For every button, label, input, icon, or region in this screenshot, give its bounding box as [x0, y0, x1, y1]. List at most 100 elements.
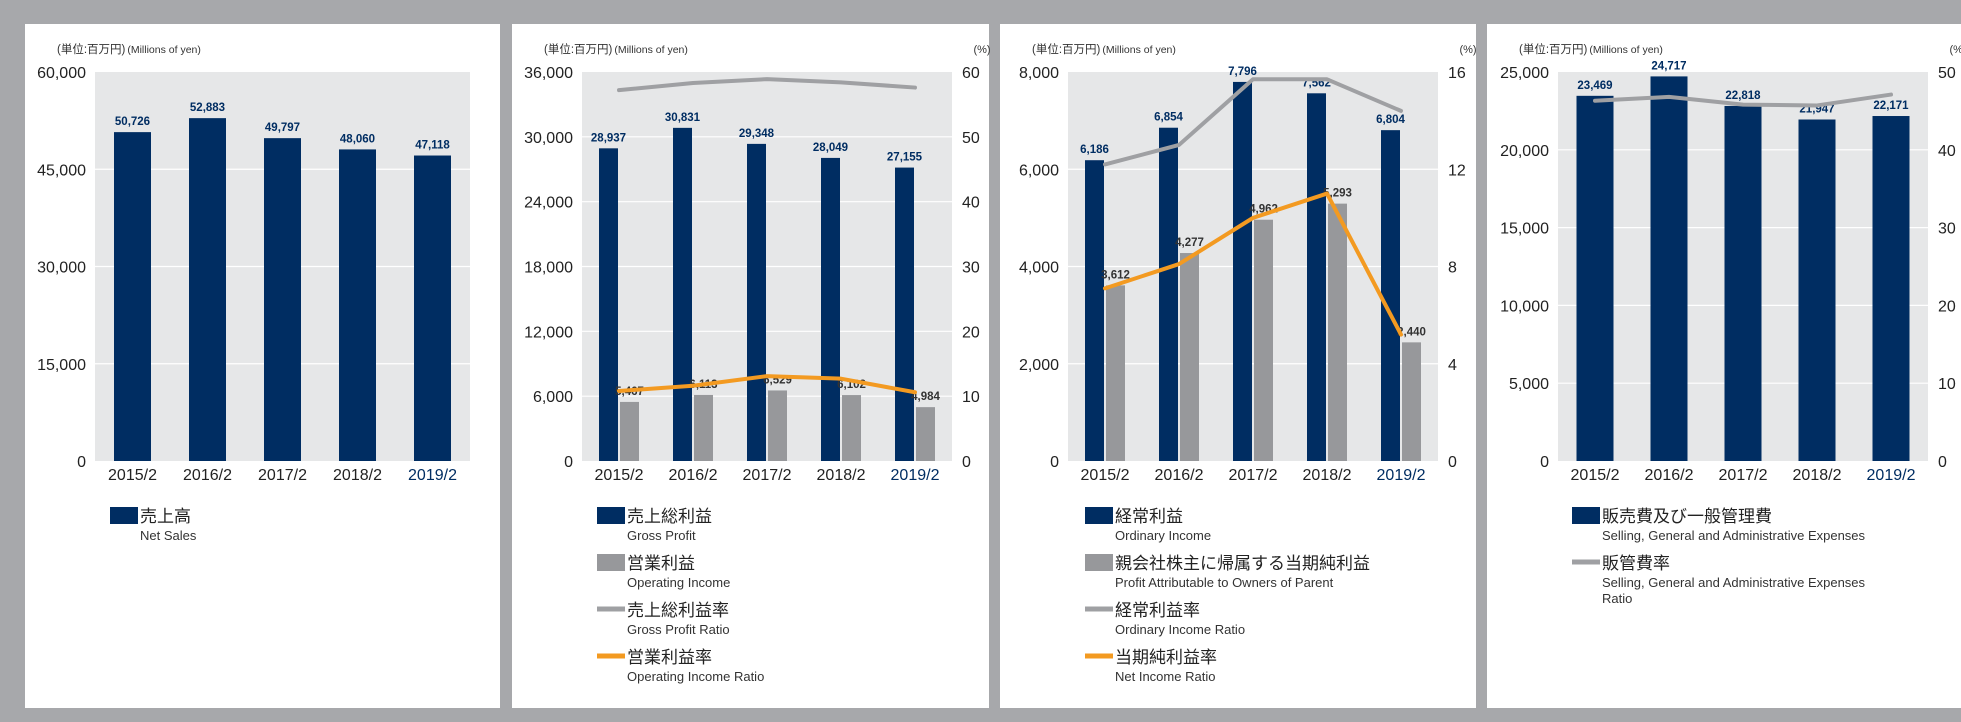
- y-tick-label: 12,000: [524, 324, 573, 341]
- legend-label: 販管費率: [1602, 554, 1670, 573]
- x-tick-label: 2016/2: [183, 467, 232, 484]
- data-label: 22,171: [1873, 100, 1909, 112]
- chart-panel-2: (単位:百万円) (Millions of yen) (%) 0 6,000 12,000…: [512, 24, 991, 708]
- bar: [842, 395, 861, 461]
- y2-tick-label: 20: [1938, 298, 1956, 315]
- x-tick-label: 2015/2: [108, 467, 157, 484]
- legend-label-en: Ratio: [1602, 591, 1632, 606]
- legend-label: 営業利益: [627, 554, 695, 573]
- legend-label: 経常利益率: [1115, 601, 1200, 620]
- data-label: 4,277: [1175, 237, 1204, 249]
- y2-tick-label: 20: [962, 324, 980, 341]
- data-label: 3,612: [1101, 269, 1130, 281]
- y-tick-label: 25,000: [1500, 65, 1549, 82]
- y-tick-label: 30,000: [524, 130, 573, 147]
- y2-tick-label: 60: [962, 65, 980, 82]
- series-line: [617, 374, 917, 395]
- y2-tick-label: 4: [1448, 357, 1457, 374]
- legend-swatch: [1085, 554, 1113, 571]
- y2-tick-label: 12: [1448, 162, 1466, 179]
- x-tick-label: 2017/2: [258, 467, 307, 484]
- x-tick-label: 2019/2: [408, 467, 457, 484]
- x-tick-label: 2015/2: [1571, 467, 1620, 484]
- data-label: 6,854: [1154, 112, 1183, 124]
- y2-tick-label: 10: [1938, 376, 1956, 393]
- bar: [189, 118, 226, 462]
- x-tick-label: 2015/2: [595, 467, 644, 484]
- bar: [1328, 203, 1347, 461]
- y2-tick-label: 8: [1448, 260, 1457, 277]
- bar: [599, 148, 618, 461]
- unit-label: (単位:百万円) (Millions of yen): [1032, 42, 1176, 56]
- bar: [1872, 116, 1910, 462]
- legend: 経常利益 Ordinary Income 親会社株主に帰属する当期純利益 Profit…: [1085, 507, 1370, 684]
- data-label: 24,717: [1651, 60, 1686, 72]
- bar: [414, 155, 451, 461]
- bar: [821, 157, 840, 461]
- data-label: 49,797: [265, 122, 300, 134]
- right-unit-label: (%): [1459, 44, 1476, 56]
- y-tick-label: 8,000: [1019, 65, 1059, 82]
- x-tick-label: 2019/2: [1867, 467, 1916, 484]
- data-label: 28,937: [591, 132, 626, 144]
- data-label: 48,060: [340, 133, 375, 145]
- bar: [895, 167, 914, 461]
- data-label: 22,818: [1725, 90, 1761, 102]
- x-tick-label: 2016/2: [1645, 467, 1694, 484]
- x-tick-label: 2017/2: [1229, 467, 1278, 484]
- bar: [1650, 76, 1688, 462]
- legend-label-en: Ordinary Income: [1115, 528, 1211, 543]
- y-tick-label: 24,000: [524, 195, 573, 212]
- y2-tick-label: 30: [1938, 221, 1956, 238]
- y-tick-label: 10,000: [1500, 298, 1549, 315]
- bar: [1233, 81, 1252, 462]
- legend-label: 経常利益: [1115, 507, 1183, 526]
- data-label: 28,049: [813, 142, 848, 154]
- legend-label: 当期純利益率: [1115, 648, 1217, 667]
- series-line: [1103, 191, 1403, 337]
- legend-swatch: [597, 554, 625, 571]
- bar: [1402, 342, 1421, 461]
- legend-label-en: Operating Income Ratio: [627, 669, 764, 684]
- y2-tick-label: 30: [962, 260, 980, 277]
- y2-tick-label: 50: [962, 130, 980, 147]
- y-tick-label: 4,000: [1019, 260, 1059, 277]
- legend-label: 親会社株主に帰属する当期純利益: [1115, 554, 1370, 573]
- y-tick-label: 6,000: [533, 389, 573, 406]
- x-tick-label: 2017/2: [1719, 467, 1768, 484]
- bar: [768, 390, 787, 461]
- right-unit-label: (%): [973, 44, 990, 56]
- data-label: 23,469: [1577, 80, 1612, 92]
- bar: [694, 394, 713, 461]
- x-tick-label: 2019/2: [891, 467, 940, 484]
- legend-label: 売上高: [140, 507, 191, 526]
- legend: 売上総利益 Gross Profit 営業利益 Operating Income 売上総…: [597, 507, 764, 684]
- y-tick-label: 36,000: [524, 65, 573, 82]
- y2-tick-label: 10: [962, 389, 980, 406]
- legend-label-en: Selling, General and Administrative Expe…: [1602, 528, 1866, 543]
- legend-label: 売上総利益率: [627, 601, 729, 620]
- data-label: 6,186: [1080, 144, 1109, 156]
- bar: [1159, 127, 1178, 462]
- bar: [339, 149, 376, 461]
- data-label: 27,155: [887, 152, 923, 164]
- legend-label-en: Operating Income: [627, 575, 730, 590]
- bar: [1724, 105, 1762, 462]
- y-tick-label: 15,000: [37, 357, 86, 374]
- bar: [1106, 285, 1125, 461]
- bar: [620, 401, 639, 461]
- bar: [1254, 219, 1273, 461]
- y-tick-label: 5,000: [1509, 376, 1549, 393]
- y-tick-label: 60,000: [37, 65, 86, 82]
- y-tick-label: 0: [1050, 454, 1059, 471]
- bar: [114, 132, 151, 461]
- chart-panel-3: (単位:百万円) (Millions of yen) (%) 0 2,000 4,000 6…: [1000, 24, 1477, 708]
- data-label: 2,440: [1397, 326, 1426, 338]
- legend-swatch: [597, 507, 625, 524]
- legend-label: 売上総利益: [627, 507, 712, 526]
- data-label: 29,348: [739, 128, 775, 140]
- x-tick-label: 2018/2: [1303, 467, 1352, 484]
- legend-label-en: Net Income Ratio: [1115, 669, 1215, 684]
